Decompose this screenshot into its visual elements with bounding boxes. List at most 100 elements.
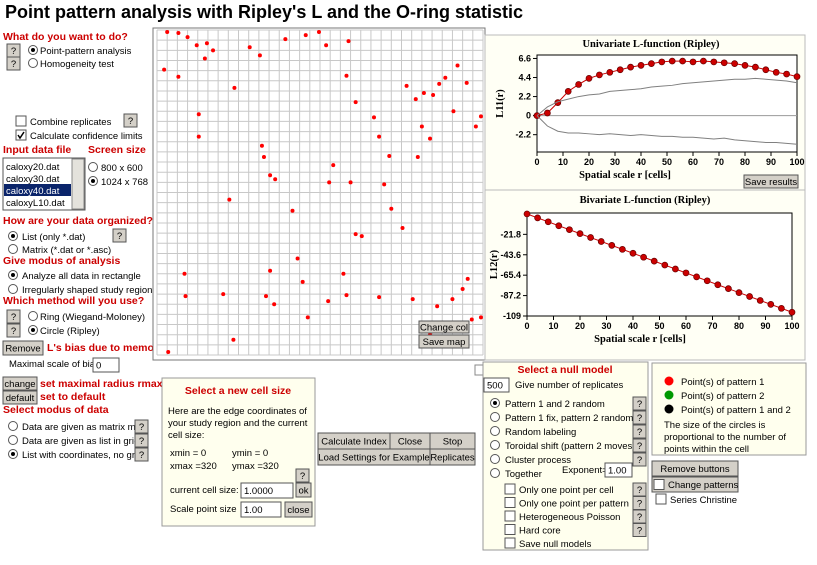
text-input[interactable]	[92, 357, 120, 373]
button-label[interactable]: ok	[298, 486, 308, 497]
radio-dot	[493, 401, 497, 405]
button[interactable]	[134, 433, 149, 448]
button-label[interactable]: Stop	[443, 437, 463, 448]
button-label[interactable]: ?	[11, 326, 16, 337]
label: Data are given as list in grid	[22, 436, 139, 447]
text-input[interactable]	[240, 482, 294, 499]
button[interactable]	[6, 56, 21, 71]
button-label[interactable]: Remove buttons	[660, 464, 729, 475]
button-label[interactable]: ?	[128, 116, 133, 127]
input-value[interactable]: 0	[96, 361, 101, 372]
button-label[interactable]: ?	[139, 436, 144, 447]
button-label[interactable]: Save map	[423, 337, 466, 348]
radio-button[interactable]	[28, 58, 38, 68]
button-label[interactable]: Save results	[745, 177, 798, 188]
button[interactable]	[418, 334, 470, 349]
button-label[interactable]: ?	[637, 485, 642, 496]
button[interactable]	[134, 447, 149, 462]
button-label[interactable]: ?	[637, 526, 642, 537]
button[interactable]	[123, 113, 138, 128]
button[interactable]	[2, 376, 38, 391]
button-label[interactable]: Close	[398, 437, 422, 448]
button-label[interactable]: ?	[637, 512, 642, 523]
button[interactable]	[632, 438, 647, 453]
radio-button[interactable]	[8, 284, 18, 294]
button-label[interactable]: ?	[637, 399, 642, 410]
button-label[interactable]: ?	[117, 231, 122, 242]
checkbox[interactable]	[15, 115, 27, 127]
button[interactable]	[134, 419, 149, 434]
text-input[interactable]	[240, 501, 282, 518]
button-label[interactable]: ?	[637, 499, 642, 510]
button[interactable]	[6, 309, 21, 324]
button-label[interactable]: Remove	[5, 344, 40, 355]
button-label[interactable]: ?	[11, 312, 16, 323]
input-value[interactable]: 1.00	[608, 466, 627, 477]
checkbox[interactable]	[504, 510, 516, 522]
radio-button[interactable]	[490, 440, 500, 450]
button-label[interactable]: ?	[637, 427, 642, 438]
button[interactable]	[6, 323, 21, 338]
x-tick-label: 50	[654, 321, 664, 331]
map-point	[464, 80, 469, 85]
button-label[interactable]: change	[4, 379, 35, 390]
input-value[interactable]: 500	[487, 381, 503, 392]
button-label[interactable]: Replicates	[430, 453, 475, 464]
radio-button[interactable]	[490, 426, 500, 436]
button-label[interactable]: close	[287, 505, 309, 516]
checkbox[interactable]	[504, 524, 516, 535]
button[interactable]	[651, 460, 739, 477]
file-item[interactable]: caloxyL10.dat	[6, 198, 65, 209]
button[interactable]	[743, 174, 799, 189]
checkbox[interactable]	[504, 497, 516, 508]
radio-button[interactable]	[490, 468, 500, 478]
radio-button[interactable]	[28, 311, 38, 321]
checkbox[interactable]	[504, 483, 516, 495]
button-label[interactable]: ?	[637, 413, 642, 424]
selected-row	[4, 184, 71, 196]
button[interactable]	[295, 468, 310, 483]
label: L's bias due to memory	[47, 342, 164, 354]
button[interactable]	[632, 452, 647, 467]
button[interactable]	[632, 410, 647, 425]
button-label[interactable]: ?	[637, 455, 642, 466]
button-label[interactable]: ?	[637, 441, 642, 452]
checkbox[interactable]	[15, 129, 27, 141]
button[interactable]	[632, 523, 647, 537]
radio-button[interactable]	[88, 162, 98, 172]
button[interactable]	[112, 228, 127, 243]
button[interactable]	[284, 501, 313, 518]
file-item[interactable]: caloxy20.dat	[6, 162, 60, 173]
button-label[interactable]: Load Settings for Example	[318, 453, 429, 464]
checkbox[interactable]	[655, 493, 667, 505]
button-label[interactable]: ?	[300, 471, 305, 482]
button[interactable]	[651, 476, 739, 493]
button-label[interactable]: ?	[139, 422, 144, 433]
button-label[interactable]: default	[6, 393, 35, 404]
button-label[interactable]: Calculate Index	[321, 437, 387, 448]
radio-button[interactable]	[8, 421, 18, 431]
button[interactable]	[418, 320, 470, 334]
radio-button[interactable]	[8, 435, 18, 445]
text-input[interactable]	[604, 462, 633, 478]
radio-button[interactable]	[490, 412, 500, 422]
button-label[interactable]: Change col	[420, 323, 468, 334]
button[interactable]	[2, 340, 44, 356]
button[interactable]	[632, 396, 647, 411]
text-input[interactable]	[483, 377, 510, 393]
button-label[interactable]: ?	[11, 59, 16, 70]
input-value[interactable]: 1.0000	[244, 486, 273, 497]
checkbox[interactable]	[653, 479, 665, 490]
radio-button[interactable]	[8, 244, 18, 254]
file-item[interactable]: caloxy40.dat	[6, 186, 60, 197]
input-value[interactable]: 1.00	[244, 505, 263, 516]
button[interactable]	[2, 390, 38, 405]
button-label[interactable]: ?	[11, 46, 16, 57]
button[interactable]	[632, 424, 647, 439]
checkbox[interactable]	[504, 537, 516, 549]
file-item[interactable]: caloxy30.dat	[6, 174, 60, 185]
button-label[interactable]: ?	[139, 450, 144, 461]
radio-button[interactable]	[490, 454, 500, 464]
button[interactable]	[295, 482, 312, 498]
button[interactable]	[429, 448, 476, 466]
